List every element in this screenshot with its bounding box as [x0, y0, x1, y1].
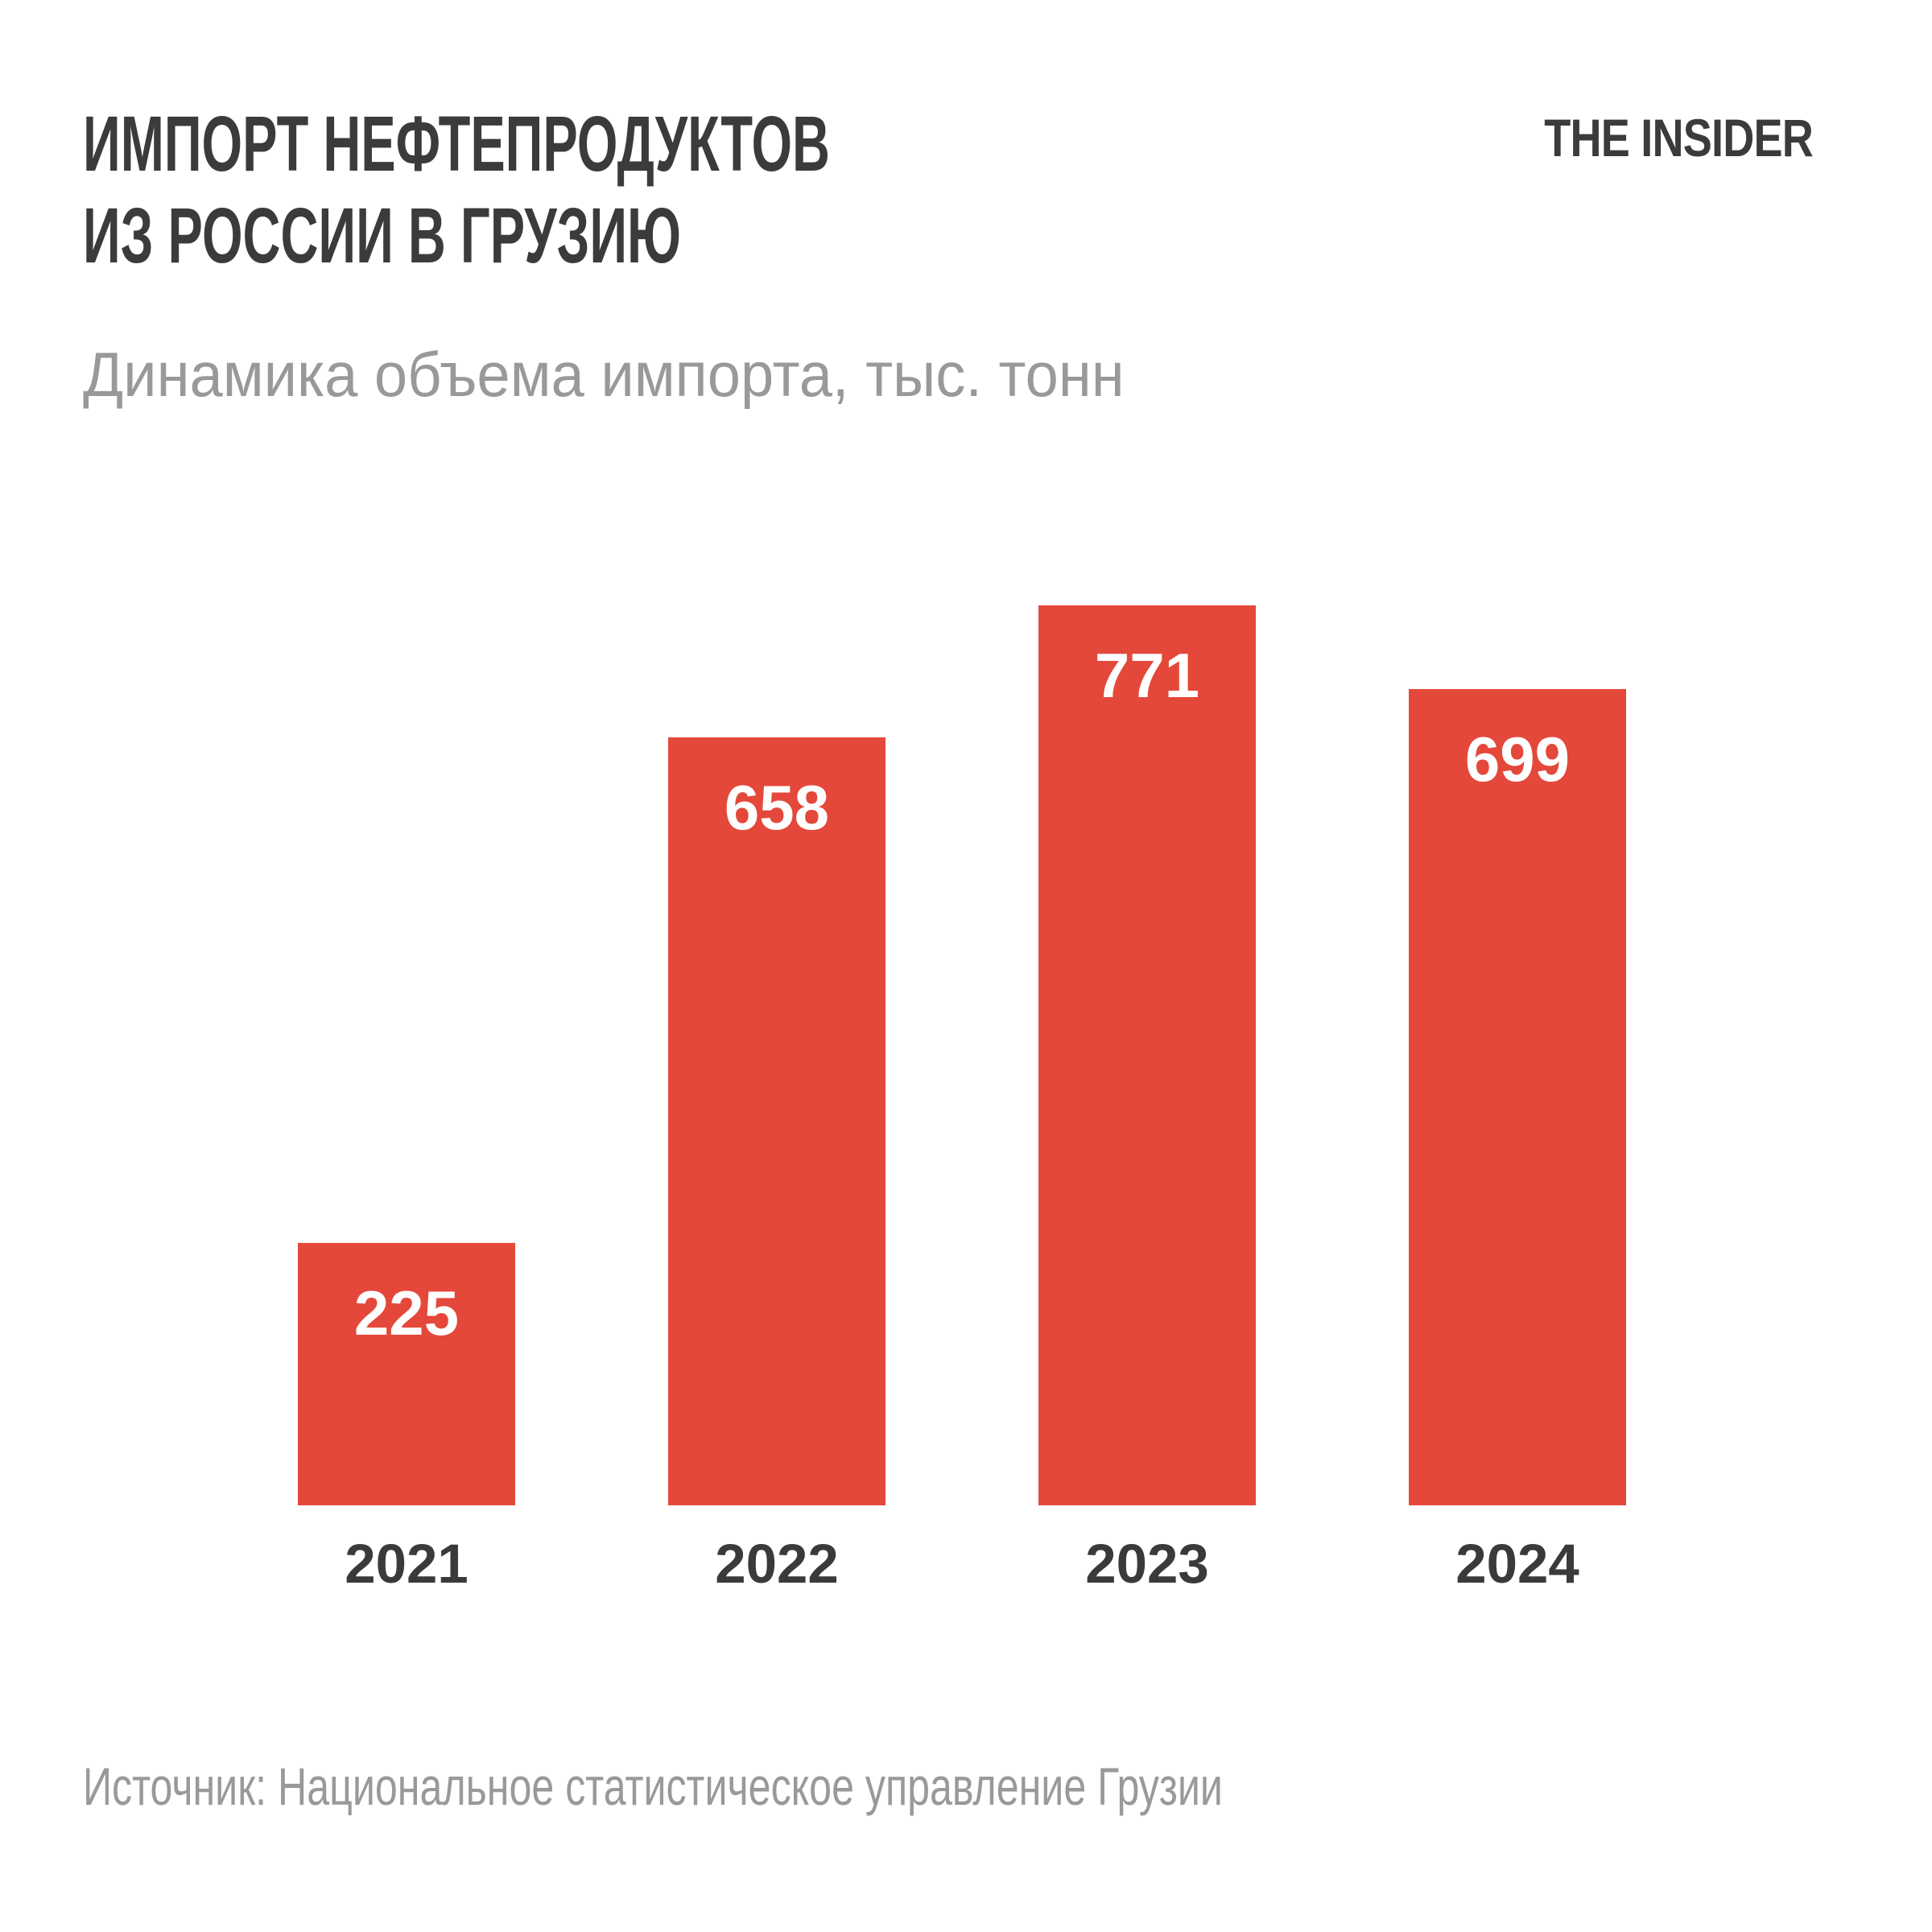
bar-group-2024: 699 2024 [1409, 605, 1626, 1591]
page-title-line-2: ИЗ РОССИИ В ГРУЗИЮ [83, 192, 682, 279]
bar-value-label: 658 [724, 772, 830, 843]
x-axis-label-2023: 2023 [1085, 1533, 1209, 1595]
bar-2023: 771 [1038, 605, 1256, 1505]
bar-group-2021: 225 2021 [298, 605, 515, 1591]
bar-2024: 699 [1409, 689, 1626, 1505]
source-note: Источник: Национальное статистическое уп… [83, 1757, 1223, 1816]
bar-chart: 225 2021 658 2022 771 2023 699 2024 [298, 605, 1626, 1591]
bar-group-2022: 658 2022 [668, 605, 886, 1591]
x-axis-label-2022: 2022 [715, 1533, 839, 1595]
chart-subtitle: Динамика объема импорта, тыс. тонн [83, 339, 1125, 410]
bar-2022: 658 [668, 737, 886, 1505]
bar-value-label: 225 [353, 1278, 460, 1348]
page-title: ИМПОРТ НЕФТЕПРОДУКТОВ ИЗ РОССИИ В ГРУЗИЮ [83, 98, 830, 282]
bar-value-label: 771 [1094, 640, 1200, 711]
bar-value-label: 699 [1464, 724, 1571, 795]
bar-2021: 225 [298, 1243, 515, 1505]
x-axis-label-2021: 2021 [345, 1533, 469, 1595]
the-insider-logo: THE INSIDER [1544, 108, 1814, 167]
bar-group-2023: 771 2023 [1038, 605, 1256, 1591]
page-title-line-1: ИМПОРТ НЕФТЕПРОДУКТОВ [83, 100, 830, 188]
x-axis-label-2024: 2024 [1455, 1533, 1579, 1595]
